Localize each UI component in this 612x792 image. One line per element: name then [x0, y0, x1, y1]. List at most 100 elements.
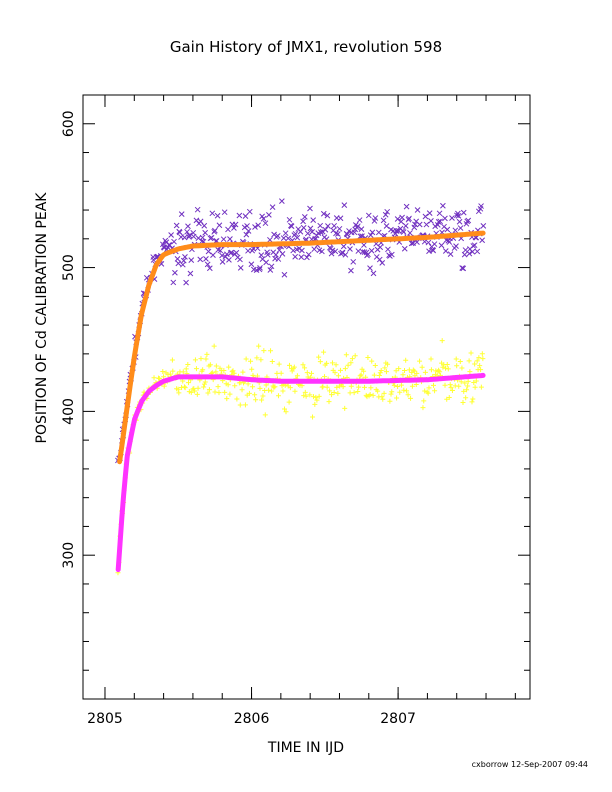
data-point-plus	[213, 363, 219, 369]
data-point-x	[246, 208, 253, 215]
data-point-x	[336, 225, 343, 232]
data-point-x	[203, 256, 209, 262]
data-point-plus	[376, 373, 382, 378]
data-point-plus	[176, 390, 182, 396]
data-point-x	[168, 232, 174, 238]
data-point-plus	[375, 388, 381, 394]
data-point-x	[365, 212, 372, 219]
data-point-plus	[447, 382, 453, 388]
data-point-plus	[211, 343, 217, 349]
data-point-x	[188, 257, 195, 263]
data-point-plus	[161, 383, 167, 389]
data-point-plus	[425, 390, 431, 396]
data-point-x	[236, 212, 243, 219]
data-point-x	[208, 234, 215, 241]
data-point-x	[304, 230, 311, 237]
data-point-plus	[324, 360, 330, 366]
data-point-x	[319, 248, 325, 255]
data-point-plus	[256, 343, 262, 349]
chart-title: Gain History of JMX1, revolution 598	[169, 38, 443, 56]
series-plus-points	[115, 338, 486, 576]
data-point-x	[465, 217, 472, 224]
data-point-plus	[204, 351, 210, 357]
data-point-plus	[258, 357, 264, 363]
data-point-plus	[282, 406, 288, 412]
data-point-x	[359, 233, 365, 240]
data-point-x	[355, 248, 362, 254]
data-point-plus	[278, 370, 284, 376]
data-point-x	[380, 217, 387, 224]
data-marks	[115, 198, 487, 576]
data-point-x	[281, 271, 288, 278]
data-point-plus	[342, 366, 348, 372]
data-point-x	[297, 228, 304, 235]
footer-credit: cxborrow 12-Sep-2007 09:44	[471, 760, 588, 769]
data-point-plus	[167, 371, 173, 377]
data-point-plus	[329, 392, 335, 398]
data-point-plus	[428, 367, 434, 373]
data-point-x	[201, 222, 208, 229]
data-point-x	[268, 263, 275, 270]
y-tick-label: 300	[61, 542, 77, 569]
data-point-plus	[302, 365, 308, 371]
data-point-x	[226, 257, 232, 263]
data-point-plus	[292, 388, 298, 394]
data-point-plus	[417, 358, 423, 364]
data-point-x	[301, 214, 308, 220]
x-tick-label: 2805	[87, 711, 123, 727]
data-point-plus	[391, 382, 397, 388]
data-point-plus	[461, 388, 467, 394]
data-point-x	[186, 234, 192, 240]
data-point-x	[356, 217, 363, 223]
data-point-plus	[200, 367, 206, 373]
data-point-x	[304, 254, 310, 261]
data-point-plus	[352, 353, 358, 359]
data-point-plus	[242, 402, 248, 408]
data-point-plus	[383, 369, 389, 375]
data-point-x	[228, 249, 235, 256]
data-point-plus	[175, 386, 181, 392]
data-point-plus	[469, 399, 475, 405]
data-point-plus	[274, 370, 280, 376]
data-point-plus	[202, 379, 208, 385]
data-point-plus	[460, 399, 466, 405]
data-point-x	[285, 235, 292, 242]
data-point-plus	[245, 381, 251, 387]
data-point-x	[440, 202, 446, 209]
data-point-x	[328, 250, 335, 257]
data-point-x	[202, 229, 209, 236]
data-point-plus	[327, 388, 333, 394]
data-point-plus	[472, 361, 478, 367]
data-point-plus	[250, 384, 256, 390]
data-point-plus	[185, 361, 191, 367]
data-point-x	[243, 231, 250, 238]
data-point-x	[171, 238, 177, 245]
data-point-x	[361, 249, 368, 255]
data-point-plus	[422, 369, 428, 375]
data-point-plus	[262, 412, 268, 418]
fit-line-lower	[115, 372, 486, 573]
data-point-x	[471, 242, 478, 249]
data-point-x	[248, 261, 255, 268]
data-point-x	[199, 234, 206, 241]
data-point-x	[469, 248, 476, 255]
data-point-x	[437, 218, 443, 225]
data-point-plus	[413, 381, 419, 387]
data-point-plus	[357, 373, 363, 379]
data-point-plus	[471, 380, 477, 386]
data-point-plus	[437, 369, 443, 375]
data-point-plus	[224, 396, 230, 402]
data-point-x	[342, 251, 349, 258]
data-point-x	[324, 212, 331, 219]
data-point-plus	[225, 382, 231, 388]
data-point-plus	[379, 394, 385, 400]
data-point-x	[331, 222, 338, 229]
data-point-plus	[398, 382, 404, 388]
data-point-x	[478, 203, 484, 209]
data-point-x	[453, 243, 459, 249]
data-point-plus	[169, 357, 175, 363]
data-point-plus	[193, 366, 199, 372]
data-point-plus	[275, 393, 281, 399]
data-point-plus	[472, 384, 478, 390]
data-point-plus	[213, 369, 219, 375]
